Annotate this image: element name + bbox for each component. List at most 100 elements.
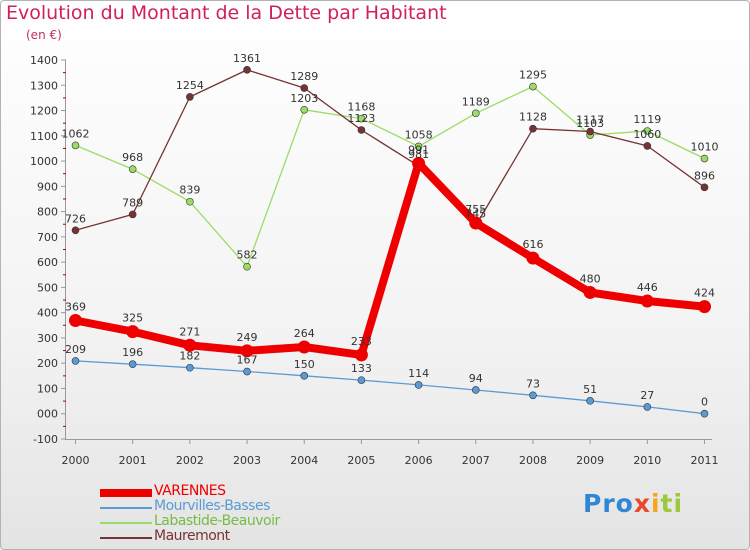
data-label-varennes: 325 — [122, 312, 143, 325]
y-tick-label: 200 — [37, 357, 58, 370]
data-label-varennes: 424 — [694, 287, 715, 300]
data-point-varennes — [69, 313, 82, 327]
series-line-mauremont — [74, 69, 706, 231]
line-chart: -100 000 100 200 300 400 500 600 700 800 900 1000 11… — [30, 52, 719, 467]
unit-label: (en €) — [26, 28, 62, 42]
data-label-mauremont: 745 — [465, 207, 486, 220]
data-label-mauremont: 1128 — [519, 111, 547, 124]
data-label-labastide-beauvoir: 1062 — [62, 127, 90, 140]
legend: VARENNES Mourvilles-Basses Labastide-Bea… — [100, 483, 360, 545]
data-point-labastide-beauvoir — [186, 197, 194, 206]
data-point-varennes — [469, 216, 483, 230]
data-label-varennes: 755 — [465, 203, 486, 216]
x-tick-label: 2006 — [405, 454, 433, 467]
y-tick-label: 1200 — [30, 105, 58, 118]
legend-swatch-labastide-beauvoir — [100, 522, 152, 524]
series-layer — [69, 66, 711, 418]
data-point-mourvilles-basses — [586, 397, 594, 405]
data-label-varennes: 480 — [580, 272, 601, 285]
x-tick-label: 2003 — [233, 454, 261, 467]
data-point-varennes — [354, 348, 368, 362]
data-point-mauremont — [586, 127, 594, 136]
data-label-varennes: 264 — [294, 327, 315, 340]
data-label-mauremont: 1361 — [233, 52, 261, 65]
data-label-mauremont: 1117 — [576, 114, 604, 127]
data-point-mourvilles-basses — [128, 360, 137, 369]
legend-label: VARENNES — [154, 483, 226, 499]
legend-swatch-mauremont — [100, 537, 152, 539]
x-tick-label: 2007 — [462, 454, 490, 467]
data-label-varennes: 616 — [522, 238, 543, 251]
data-point-mauremont — [643, 142, 652, 150]
data-label-mourvilles-basses: 27 — [640, 389, 654, 402]
data-point-mourvilles-basses — [414, 381, 423, 389]
series-line-mourvilles-basses — [74, 360, 706, 415]
y-tick-label: 1000 — [30, 155, 58, 168]
data-label-labastide-beauvoir: 1168 — [347, 101, 375, 114]
data-point-labastide-beauvoir — [300, 105, 309, 114]
data-point-labastide-beauvoir — [357, 114, 366, 123]
data-label-mauremont: 1060 — [633, 128, 661, 141]
legend-label: Labastide-Beauvoir — [154, 513, 280, 529]
data-point-labastide-beauvoir — [471, 109, 480, 118]
data-label-mauremont: 1254 — [176, 79, 204, 92]
y-tick-label: 400 — [37, 307, 58, 320]
y-tick-label: 600 — [37, 256, 58, 269]
legend-item-mourvilles-basses: Mourvilles-Basses — [100, 498, 360, 515]
data-point-varennes — [126, 325, 140, 339]
data-point-mourvilles-basses — [643, 403, 652, 411]
series-line-labastide-beauvoir — [74, 85, 706, 268]
data-label-mourvilles-basses: 182 — [179, 350, 200, 363]
data-label-mourvilles-basses: 73 — [526, 377, 540, 390]
data-label-labastide-beauvoir: 968 — [122, 151, 143, 164]
y-tick-label: 1300 — [30, 79, 58, 92]
y-tick-label: 900 — [37, 180, 58, 193]
x-tick-label: 2005 — [347, 454, 375, 467]
data-point-mauremont — [186, 93, 194, 101]
data-label-labastide-beauvoir: 1058 — [405, 128, 433, 141]
data-label-varennes: 233 — [351, 335, 372, 348]
proxiti-logo: Proxiti — [583, 489, 684, 518]
data-label-labastide-beauvoir: 1295 — [519, 69, 547, 82]
x-tick-label: 2009 — [576, 454, 604, 467]
y-tick-label: 1400 — [30, 54, 58, 67]
data-point-varennes — [583, 285, 597, 299]
data-point-mourvilles-basses — [243, 367, 251, 376]
data-label-mauremont: 1123 — [347, 112, 375, 125]
data-label-mourvilles-basses: 133 — [351, 362, 372, 375]
data-label-labastide-beauvoir: 582 — [237, 249, 258, 262]
data-label-mauremont: 1289 — [290, 70, 318, 83]
legend-item-varennes: VARENNES — [100, 483, 360, 500]
y-tick-label: -100 — [33, 433, 58, 446]
y-tick-label: 000 — [37, 408, 58, 421]
data-label-mourvilles-basses: 209 — [65, 343, 86, 356]
x-tick-label: 2004 — [290, 454, 318, 467]
data-label-mourvilles-basses: 0 — [701, 396, 708, 409]
data-point-labastide-beauvoir — [414, 142, 423, 151]
data-point-mourvilles-basses — [529, 391, 537, 400]
data-point-mourvilles-basses — [357, 376, 366, 384]
data-label-mauremont: 789 — [122, 196, 143, 209]
data-label-varennes: 991 — [408, 143, 429, 156]
data-label-mourvilles-basses: 94 — [469, 372, 483, 385]
data-label-mourvilles-basses: 167 — [237, 354, 258, 367]
data-label-mourvilles-basses: 51 — [583, 383, 597, 396]
data-point-varennes — [412, 156, 426, 170]
data-label-labastide-beauvoir: 1010 — [691, 141, 719, 154]
data-label-mourvilles-basses: 114 — [408, 367, 429, 380]
x-tick-label: 2010 — [633, 454, 661, 467]
y-tick-label: 100 — [37, 382, 58, 395]
data-label-varennes: 446 — [637, 281, 658, 294]
data-label-varennes: 271 — [179, 325, 200, 338]
data-label-varennes: 369 — [65, 300, 86, 313]
y-tick-label: 300 — [37, 332, 58, 345]
data-point-varennes — [297, 340, 311, 354]
data-point-varennes — [526, 251, 540, 265]
legend-swatch-mourvilles-basses — [100, 507, 152, 509]
data-point-mauremont — [71, 226, 80, 235]
data-point-varennes — [640, 294, 654, 308]
data-label-mourvilles-basses: 150 — [294, 358, 315, 371]
data-point-labastide-beauvoir — [529, 82, 537, 91]
data-point-mourvilles-basses — [471, 386, 480, 394]
